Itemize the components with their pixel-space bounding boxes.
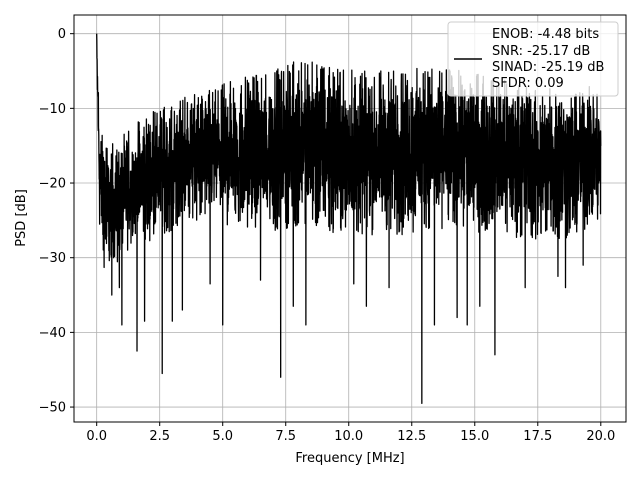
- x-tick-label: 7.5: [275, 429, 296, 444]
- x-axis-ticks: 0.0 2.5 5.0 7.5 10.0 12.5 15.0 17.5 20.0: [86, 422, 615, 444]
- x-axis-label: Frequency [MHz]: [295, 451, 404, 466]
- x-tick-label: 2.5: [149, 429, 170, 444]
- legend-line-sinad: SINAD: -25.19 dB: [492, 60, 604, 75]
- plot-frame: [73, 14, 627, 423]
- x-tick-label: 10.0: [334, 429, 363, 444]
- x-tick-label: 5.0: [212, 429, 233, 444]
- y-axis-ticks: 0 −10 −20 −30 −40 −50: [39, 27, 74, 416]
- y-tick-label: −50: [39, 401, 66, 416]
- y-tick-label: −10: [39, 102, 66, 117]
- x-tick-label: 17.5: [523, 429, 552, 444]
- x-tick-label: 15.0: [460, 429, 489, 444]
- x-tick-label: 20.0: [586, 429, 615, 444]
- psd-trace-area: [96, 33, 602, 404]
- y-tick-label: −40: [39, 326, 66, 341]
- x-tick-label: 0.0: [86, 429, 107, 444]
- y-tick-label: 0: [58, 27, 66, 42]
- psd-trace: [96, 33, 602, 404]
- y-axis-label: PSD [dB]: [14, 189, 29, 247]
- x-tick-label: 12.5: [397, 429, 426, 444]
- y-tick-label: −30: [39, 251, 66, 266]
- legend-line-snr: SNR: -25.17 dB: [492, 44, 590, 59]
- legend-line-enob: ENOB: -4.48 bits: [492, 27, 599, 42]
- legend-line-sfdr: SFDR: 0.09: [492, 76, 564, 91]
- legend-box: [447, 21, 619, 97]
- y-tick-label: −20: [39, 177, 66, 192]
- legend: ENOB: -4.48 bits SNR: -25.17 dB SINAD: -…: [447, 21, 619, 97]
